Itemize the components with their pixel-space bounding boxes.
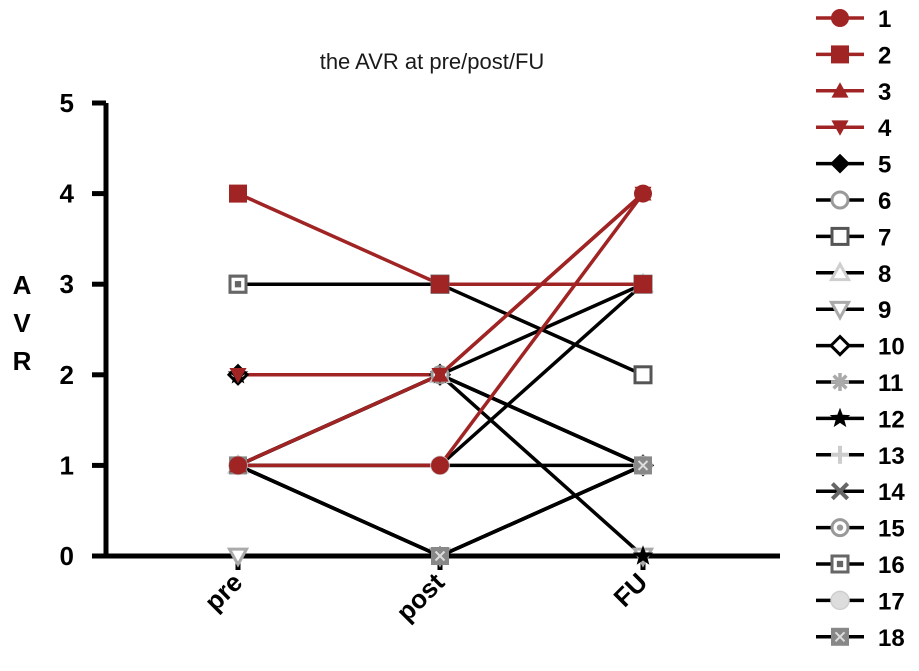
legend-label: 17 <box>878 588 905 615</box>
x-tick-label: pre <box>198 567 248 617</box>
legend-marker <box>830 590 850 611</box>
legend-item-8: 8 <box>816 261 891 288</box>
series-line-6 <box>237 372 644 467</box>
legend-label: 4 <box>878 115 892 142</box>
legend-item-7: 7 <box>816 224 891 251</box>
series-line-10 <box>238 373 644 467</box>
y-tick-label: 5 <box>60 88 74 118</box>
legend-marker <box>830 153 850 174</box>
y-axis-label-letter: A <box>13 270 32 300</box>
legend-marker <box>828 261 852 282</box>
series-line-5 <box>237 463 644 558</box>
y-tick-label: 2 <box>60 360 74 390</box>
legend-marker <box>829 407 851 428</box>
legend-label: 16 <box>878 552 905 579</box>
legend-item-15: 15 <box>816 516 905 543</box>
legend-label: 2 <box>878 42 891 69</box>
legend-item-5: 5 <box>816 152 891 179</box>
series-line-7 <box>238 282 644 377</box>
series-18-point-1 <box>431 547 449 565</box>
y-tick-label: 3 <box>60 269 74 299</box>
series-line-14 <box>237 463 644 558</box>
tick-labels: 0 1 2 3 4 5 pre post FU <box>60 88 654 627</box>
legend-label: 6 <box>878 188 891 215</box>
legend-marker <box>831 445 849 464</box>
series-1-point-1 <box>431 456 449 475</box>
legend-item-1: 1 <box>816 6 891 33</box>
chart-title: the AVR at pre/post/FU <box>320 49 545 74</box>
legend-item-2: 2 <box>816 42 891 69</box>
legend-marker <box>830 518 850 538</box>
legend-item-4: 4 <box>816 115 892 142</box>
y-tick-label: 1 <box>60 450 74 480</box>
legend-marker <box>830 190 850 210</box>
legend-label: 12 <box>878 406 905 433</box>
y-tick-label: 4 <box>60 179 75 209</box>
series-12-point-2 <box>632 545 654 565</box>
legend-label: 10 <box>878 334 905 361</box>
series-2-point-2 <box>634 275 652 294</box>
series-markers <box>226 184 655 568</box>
series-4-point-1 <box>431 367 449 384</box>
legend-label: 9 <box>878 297 891 324</box>
series-16-point-0 <box>228 274 248 294</box>
legend-item-13: 13 <box>816 443 905 470</box>
legend-label: 13 <box>878 443 905 470</box>
legend-label: 11 <box>878 370 903 397</box>
series-line-18 <box>237 463 644 558</box>
legend-marker <box>831 9 849 27</box>
series-2-point-0 <box>229 184 247 203</box>
legend-label: 8 <box>878 261 891 288</box>
y-axis-label-letter: R <box>13 346 32 376</box>
legend-item-3: 3 <box>816 79 891 106</box>
legend-label: 3 <box>878 79 891 106</box>
y-axis-label: AVR <box>13 270 32 376</box>
series-4-point-2 <box>634 186 652 203</box>
legend-label: 5 <box>878 152 891 179</box>
x-tick-label: post <box>390 567 450 627</box>
legend-marker <box>830 554 850 574</box>
legend-marker <box>831 45 849 64</box>
series-line-15 <box>237 372 644 467</box>
legend-marker <box>828 300 852 321</box>
legend-item-14: 14 <box>816 479 905 506</box>
y-axis-label-letter: V <box>13 308 31 338</box>
legend-item-17: 17 <box>816 588 905 615</box>
series-line-2 <box>237 192 643 286</box>
legend-item-9: 9 <box>816 297 891 324</box>
legend-marker <box>831 373 849 391</box>
series-18-point-2 <box>634 456 652 475</box>
x-tick-label: FU <box>608 567 654 613</box>
axes <box>92 100 780 570</box>
legend-item-16: 16 <box>816 552 905 579</box>
series-line-3 <box>237 192 645 467</box>
legend-label: 14 <box>878 479 905 506</box>
legend-label: 7 <box>878 224 891 251</box>
series-2-point-1 <box>431 275 449 294</box>
legend-marker <box>831 627 849 646</box>
legend-item-11: 11 <box>816 370 903 397</box>
legend-marker <box>830 482 850 501</box>
series-3-point-0 <box>229 456 247 473</box>
legend-marker <box>831 120 849 136</box>
legend-marker <box>830 226 850 246</box>
series-4-point-0 <box>229 367 247 384</box>
series-7-point-2 <box>633 365 653 385</box>
legend-label: 15 <box>878 516 905 543</box>
series-line-1 <box>238 192 645 468</box>
series-9-point-0 <box>226 547 250 568</box>
legend-marker <box>828 334 852 357</box>
legend-label: 1 <box>878 6 891 33</box>
legend-item-6: 6 <box>816 188 891 215</box>
legend-marker <box>831 82 849 98</box>
legend-item-12: 12 <box>816 406 905 433</box>
series-line-13 <box>237 463 644 558</box>
legend-item-10: 10 <box>816 334 905 361</box>
y-tick-label: 0 <box>60 541 74 571</box>
legend-label: 18 <box>878 625 905 652</box>
legend-item-18: 18 <box>816 625 905 652</box>
